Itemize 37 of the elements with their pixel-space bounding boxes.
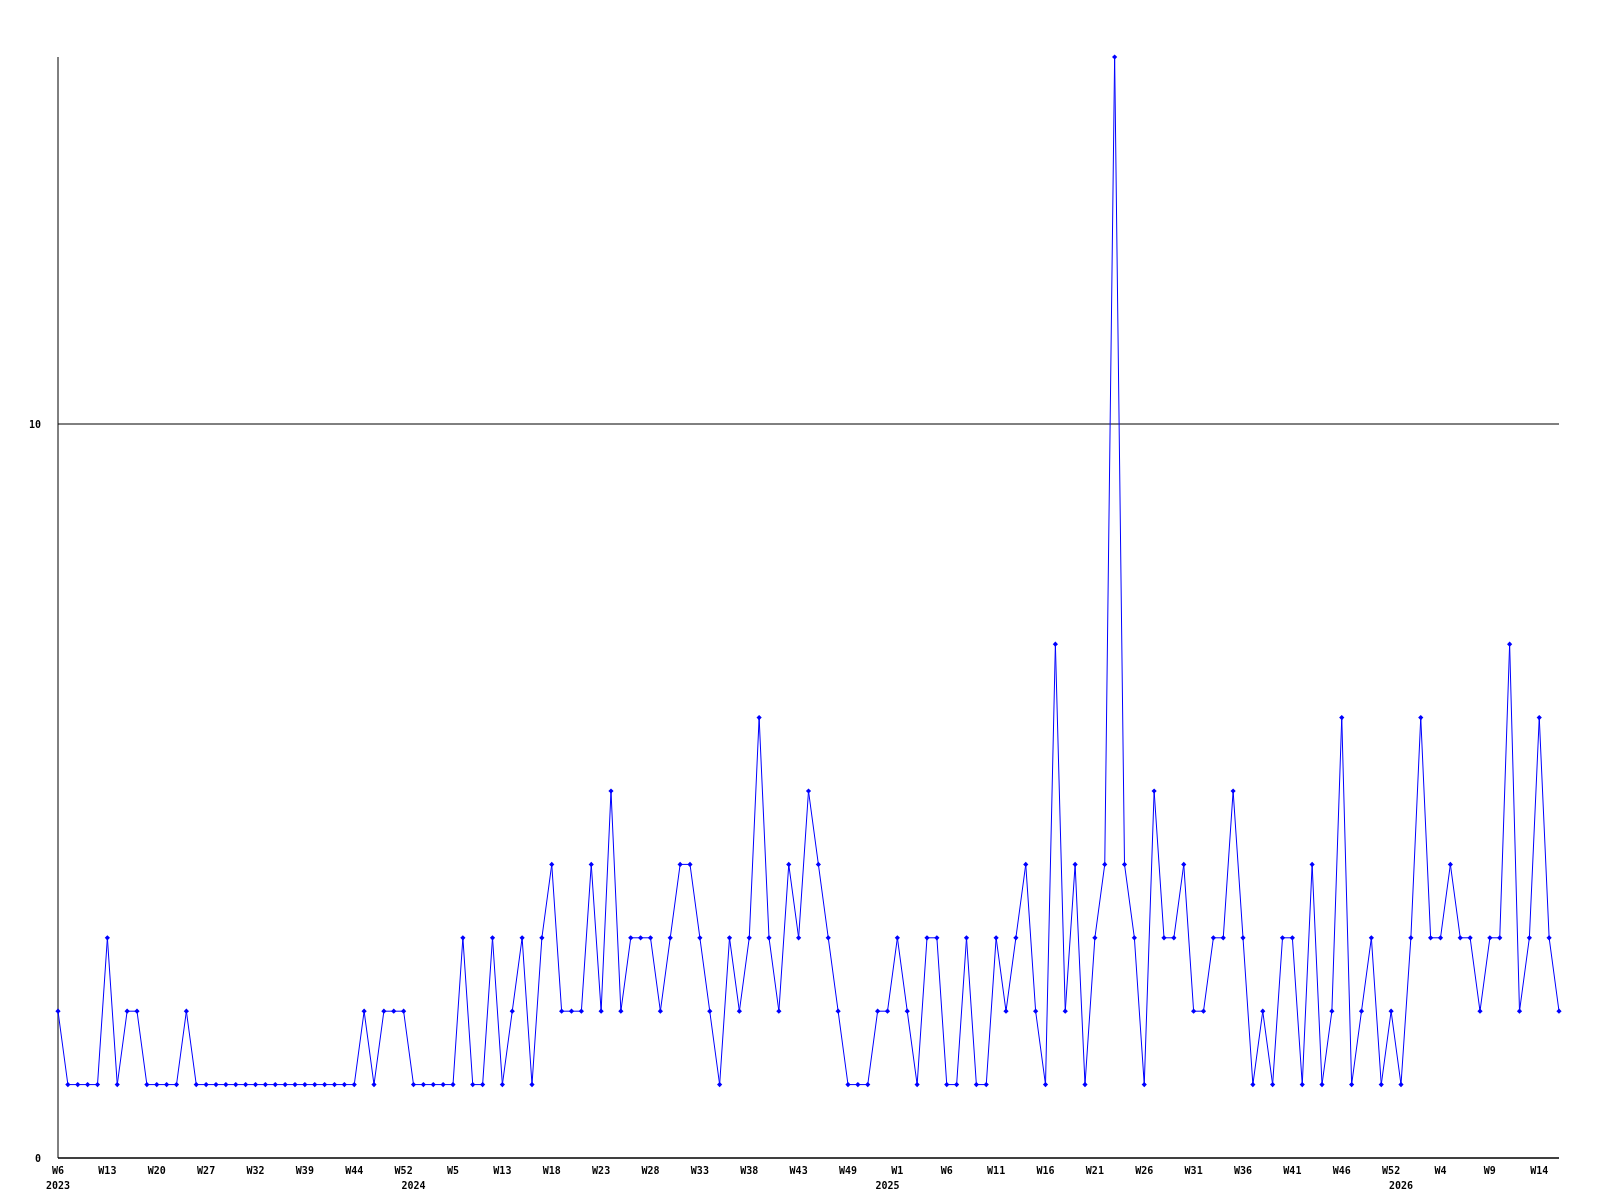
x-tick-label: W20 xyxy=(147,1165,166,1176)
x-tick-label: W49 xyxy=(838,1165,858,1176)
x-tick-label: W28 xyxy=(641,1165,660,1176)
text: 2023 xyxy=(45,1180,71,1191)
x-tick-label: W4 xyxy=(1434,1165,1447,1176)
x-tick-label: W6 xyxy=(51,1165,65,1176)
x-tick-label: W43 xyxy=(789,1165,808,1176)
x-tick-label: W52 xyxy=(1382,1165,1401,1176)
x-tick-label: W9 xyxy=(1483,1165,1496,1176)
x-tick-label: W33 xyxy=(690,1165,709,1176)
x-tick-label: W21 xyxy=(1085,1165,1104,1176)
x-tick-label: W16 xyxy=(1036,1165,1055,1176)
y-tick-label: 0 xyxy=(34,1152,41,1164)
x-tick-label: W38 xyxy=(740,1165,759,1176)
x-tick-label: W31 xyxy=(1184,1165,1203,1176)
x-tick-label: W39 xyxy=(295,1165,314,1176)
x-tick-label: W13 xyxy=(98,1165,117,1176)
x-tick-label: W23 xyxy=(592,1165,611,1176)
x-tick-label: W32 xyxy=(246,1165,265,1176)
x-tick-label: W13 xyxy=(493,1165,512,1176)
text: 2025 xyxy=(875,1180,900,1191)
x-tick-label: W5 xyxy=(446,1165,460,1176)
x-tick-label: W41 xyxy=(1283,1165,1302,1176)
x-tick-label: W52 xyxy=(394,1165,413,1176)
x-tick-label: W36 xyxy=(1233,1165,1253,1176)
x-tick-label: W27 xyxy=(197,1165,216,1176)
text: 2026 xyxy=(1388,1180,1414,1191)
x-tick-label: W46 xyxy=(1332,1165,1351,1176)
x-tick-label: W6 xyxy=(940,1165,953,1176)
x-tick-label: W11 xyxy=(987,1165,1006,1176)
x-tick-label: W26 xyxy=(1135,1165,1154,1176)
x-tick-label: W1 xyxy=(891,1165,904,1176)
x-tick-label: W18 xyxy=(542,1165,561,1176)
text: 2024 xyxy=(401,1180,426,1191)
x-tick-label: W14 xyxy=(1530,1165,1549,1176)
x-tick-label: W44 xyxy=(345,1165,364,1176)
y-tick-label: 10 xyxy=(28,418,41,430)
